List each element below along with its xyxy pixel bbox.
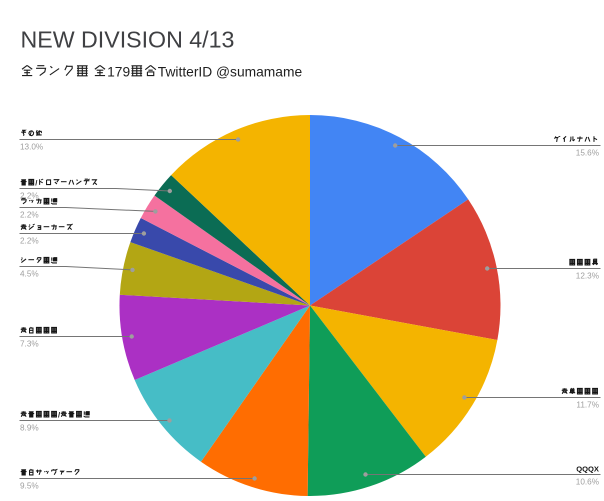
svg-text:TwitterID @sumamame: TwitterID @sumamame [158,65,303,80]
svg-text:2.2%: 2.2% [20,236,39,245]
svg-text:11.7%: 11.7% [576,400,599,409]
svg-text:2.2%: 2.2% [20,191,39,200]
svg-text:4.5%: 4.5% [20,269,39,278]
svg-text:7.3%: 7.3% [20,339,39,348]
svg-text:12.3%: 12.3% [576,271,599,280]
svg-text:/: / [58,410,61,419]
svg-text:179: 179 [107,65,130,80]
svg-text:/: / [35,178,38,187]
svg-text:10.6%: 10.6% [576,477,599,486]
svg-text:QQQX: QQQX [576,464,599,473]
svg-text:2.2%: 2.2% [20,210,39,219]
svg-text:9.5%: 9.5% [20,481,39,490]
svg-text:NEW DIVISION 4/13: NEW DIVISION 4/13 [21,27,235,53]
svg-text:13.0%: 13.0% [20,142,43,151]
svg-text:8.9%: 8.9% [20,423,39,432]
svg-text:15.6%: 15.6% [576,148,599,157]
